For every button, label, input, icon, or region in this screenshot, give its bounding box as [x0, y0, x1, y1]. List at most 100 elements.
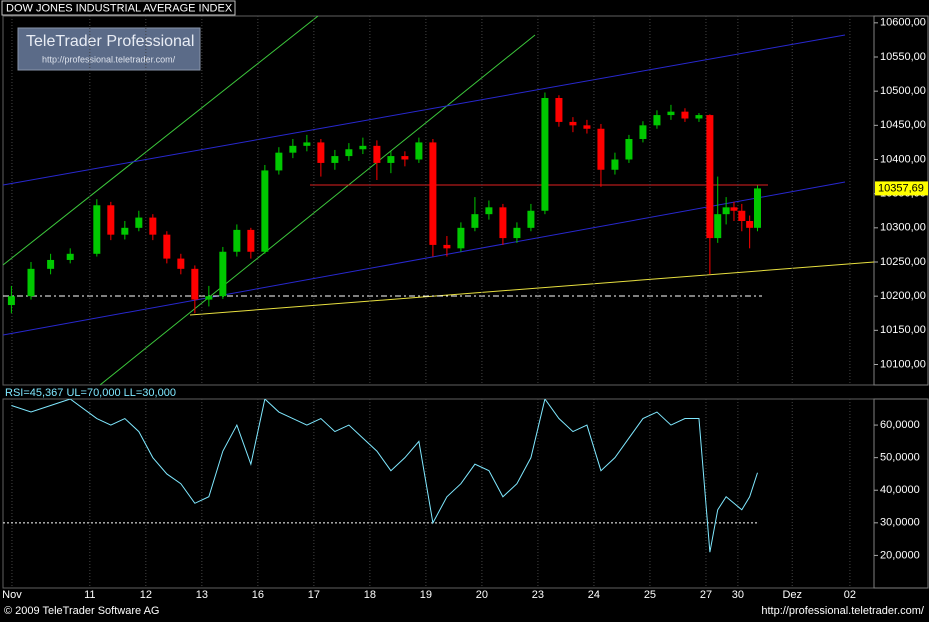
axes: Nov 11 12 13 16 17 18 19 20 23 24 25 27 30 Dez 02 10100,… [2, 17, 928, 601]
y-tick-label: 10400,00 [880, 153, 926, 165]
y-tick-label: 20,0000 [880, 549, 920, 561]
candle-body [746, 221, 754, 228]
rsi-axis [873, 398, 929, 589]
candle-body [289, 145, 297, 153]
candle-body [233, 229, 241, 252]
last-price-box [875, 181, 928, 196]
candle-body [415, 142, 423, 160]
candle-body [499, 207, 507, 239]
candle-body [163, 234, 171, 259]
price-axis [873, 15, 929, 386]
x-tick-label: 23 [532, 589, 544, 601]
candle-body [706, 115, 714, 239]
candle-body [345, 149, 353, 157]
candle-body [695, 115, 703, 119]
candle-body [471, 214, 479, 228]
logo-url: http://professional.teletrader.com/ [42, 54, 176, 64]
candle-body [7, 296, 15, 306]
candle-body [753, 188, 761, 228]
candle-body [135, 217, 143, 228]
candle-body [387, 156, 395, 163]
x-tick-label: 17 [308, 589, 320, 601]
candle-body [730, 207, 738, 211]
candle-body [191, 268, 199, 300]
candle-body [121, 227, 129, 235]
y-tick-label: 10300,00 [880, 222, 926, 234]
y-tick-label: 10100,00 [880, 358, 926, 370]
candle-body [681, 111, 689, 119]
channel-line [3, 34, 846, 186]
candle-body [247, 229, 255, 252]
channel-line [99, 34, 536, 385]
x-tick-label: 18 [364, 589, 376, 601]
candle-body [93, 205, 101, 254]
candle-body [47, 259, 55, 269]
candle-body [485, 207, 493, 215]
last-price-label: 10357,69 [878, 182, 924, 194]
candle-body [653, 115, 661, 126]
candle-body [667, 111, 675, 116]
candle-body [597, 128, 605, 170]
x-tick-label: Nov [2, 589, 22, 601]
support-line [189, 261, 874, 316]
candle-body [569, 121, 577, 126]
candle-body [738, 210, 746, 221]
x-tick-label: 24 [588, 589, 600, 601]
y-tick-label: 40,0000 [880, 484, 920, 496]
candle-body [611, 159, 619, 170]
logo-name: TeleTrader Professional [26, 33, 194, 50]
candle-body [149, 217, 157, 235]
rsi-title: RSI=45,367 UL=70,000 LL=30,000 [5, 387, 176, 399]
channel-line [3, 16, 319, 266]
y-tick-label: 30,0000 [880, 517, 920, 529]
x-tick-label: 19 [420, 589, 432, 601]
annotations [3, 16, 874, 385]
x-tick-label: 13 [196, 589, 208, 601]
footer-url: http://professional.teletrader.com/ [761, 605, 925, 617]
x-tick-label: 30 [732, 589, 744, 601]
candle-body [722, 207, 730, 215]
candle-body [261, 170, 269, 252]
candle-body [373, 145, 381, 163]
candle-body [27, 268, 35, 297]
channel-line [3, 181, 846, 336]
y-tick-label: 10600,00 [880, 17, 926, 29]
y-tick-label: 10150,00 [880, 324, 926, 336]
x-tick-label: 27 [700, 589, 712, 601]
y-tick-label: 10250,00 [880, 256, 926, 268]
title-box [1, 0, 236, 16]
candle-body [583, 125, 591, 129]
x-tick-label: 16 [252, 589, 264, 601]
rsi-plot [3, 399, 851, 588]
y-tick-label: 10500,00 [880, 85, 926, 97]
candle-body [513, 227, 521, 239]
y-tick-label: 10550,00 [880, 51, 926, 63]
y-tick-label: 50,0000 [880, 452, 920, 464]
candle-body [219, 251, 227, 297]
x-tick-label: 25 [644, 589, 656, 601]
candle-body [66, 253, 74, 260]
candle-body [625, 139, 633, 160]
candle-body [401, 156, 409, 160]
x-tick-label: Dez [782, 589, 802, 601]
x-tick-label: 02 [844, 589, 856, 601]
x-tick-label: 11 [84, 589, 95, 601]
price-plot [7, 16, 851, 385]
candle-body [331, 156, 339, 163]
candle-body [177, 258, 185, 269]
candle-body [275, 152, 283, 171]
candle-body [457, 227, 465, 249]
y-tick-label: 60,0000 [880, 419, 920, 431]
candle-body [527, 210, 535, 228]
footer-copyright: © 2009 TeleTrader Software AG [4, 605, 159, 617]
candle-body [541, 98, 549, 211]
candle-body [317, 142, 325, 163]
candle-body [639, 125, 647, 139]
x-tick-label: 20 [476, 589, 488, 601]
x-tick-label: 12 [140, 589, 152, 601]
candle-body [107, 205, 115, 235]
candle-body [443, 244, 451, 249]
